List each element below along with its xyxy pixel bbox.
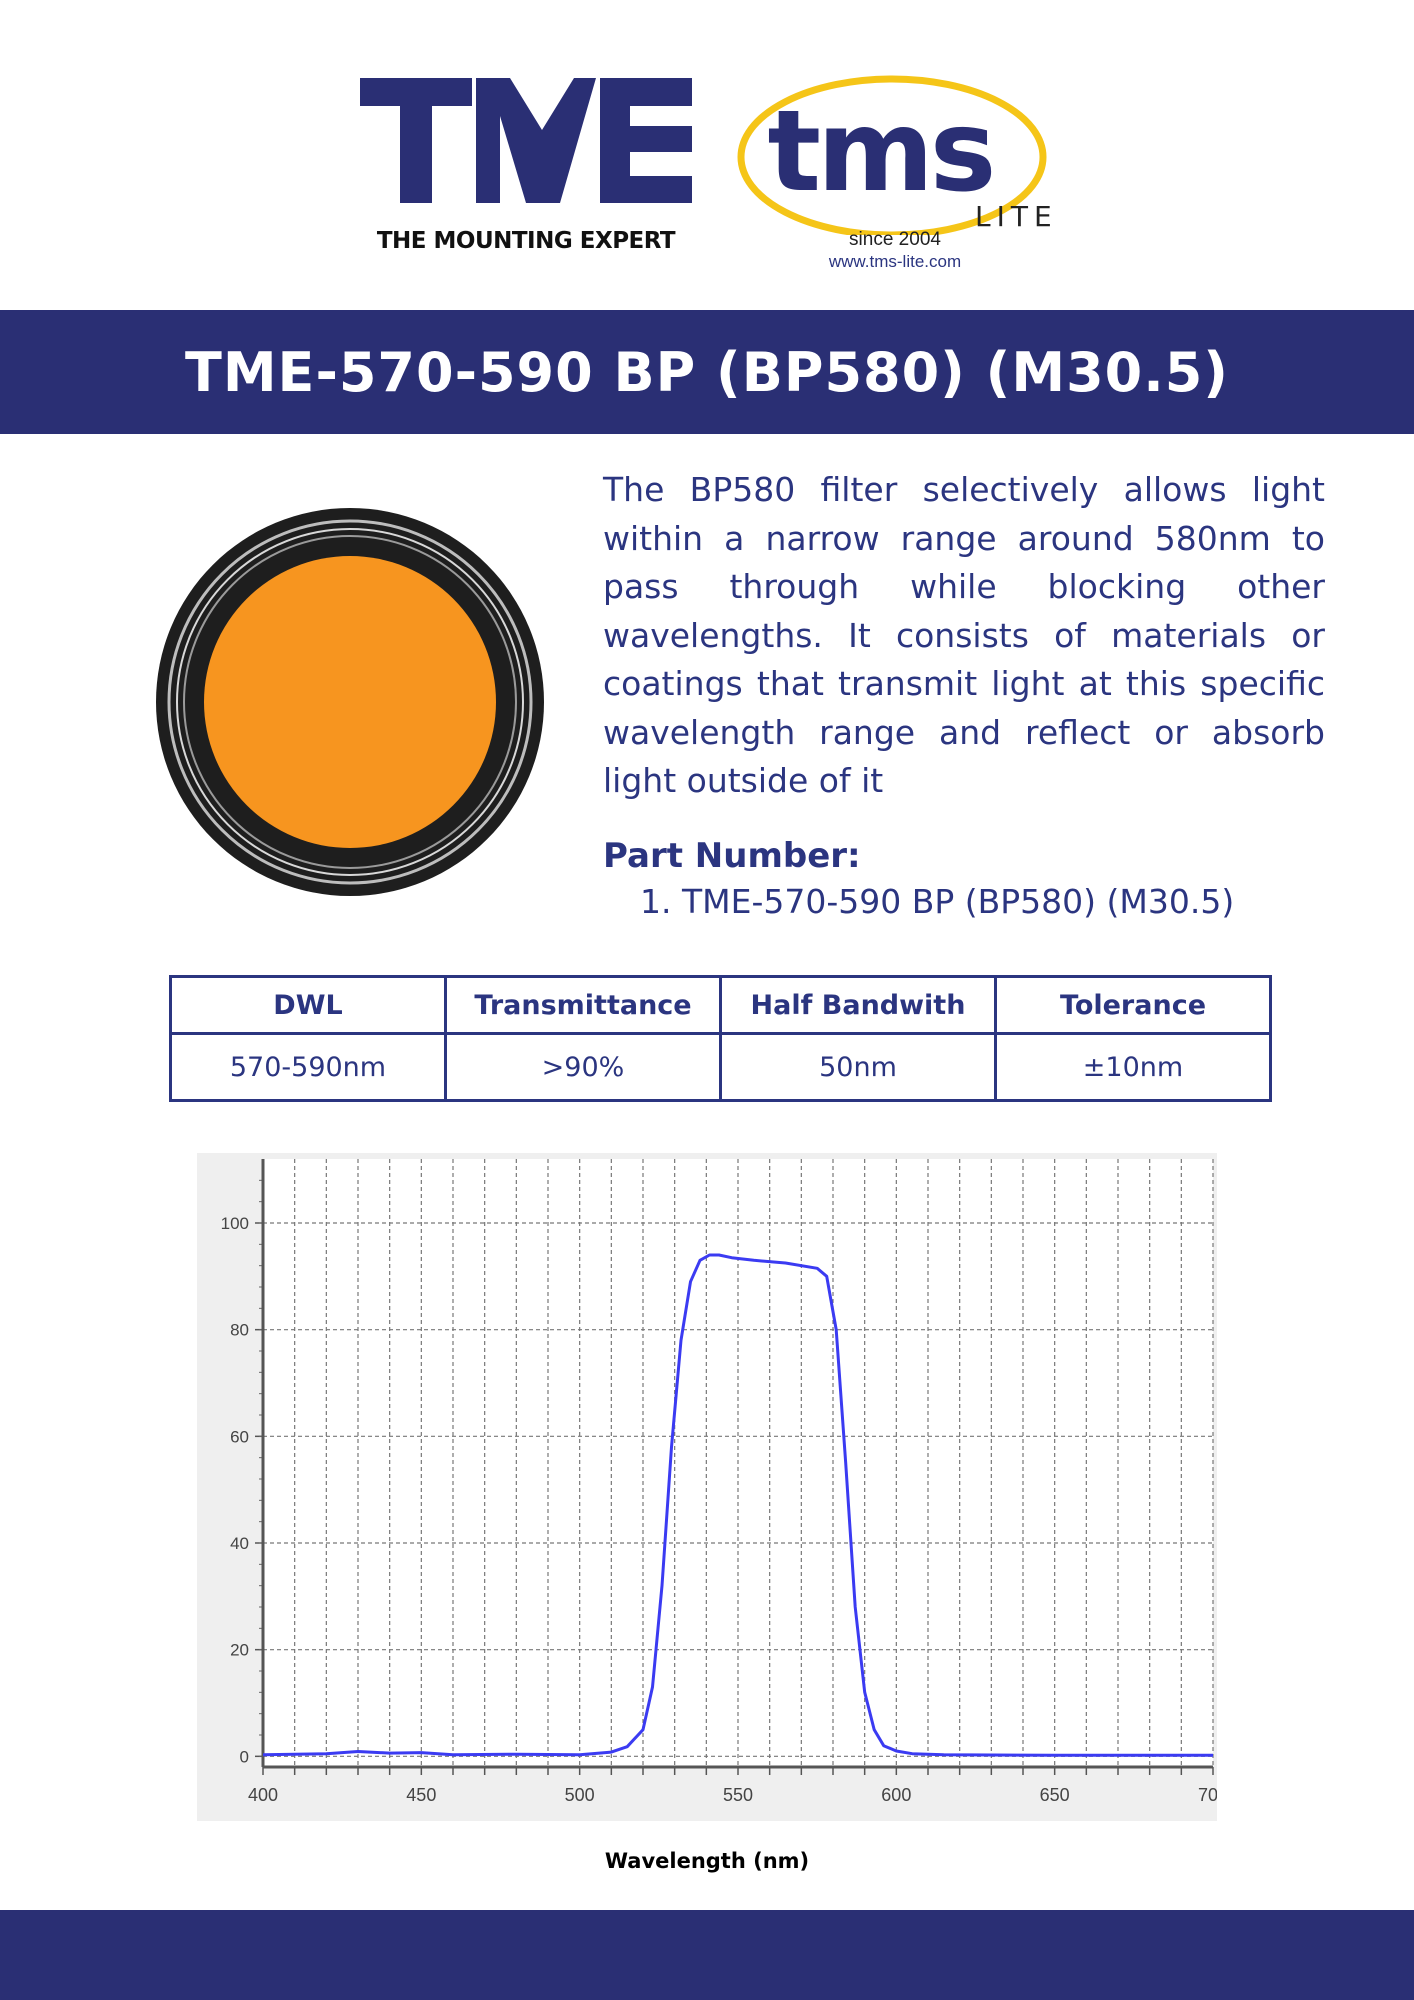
spec-header-tolerance: Tolerance <box>994 975 1272 1035</box>
x-tick-label: 500 <box>565 1785 595 1805</box>
spec-header-transmittance: Transmittance <box>444 975 722 1035</box>
x-tick-labels: 400 450 500 550 600 650 700 <box>248 1785 1217 1805</box>
spec-table: DWL Transmittance Half Bandwith Toleranc… <box>169 975 1272 1102</box>
tms-logo-text: tms <box>768 87 993 217</box>
transmission-chart: 0 20 40 60 80 100 400 450 500 550 600 650 700 <box>197 1153 1217 1821</box>
tms-url-text: www.tms-lite.com <box>828 252 962 271</box>
y-tick-labels: 0 20 40 60 80 100 <box>221 1214 249 1766</box>
y-tick-label: 20 <box>230 1641 249 1660</box>
x-tick-label: 650 <box>1040 1785 1070 1805</box>
y-tick-label: 0 <box>240 1747 249 1766</box>
x-tick-label: 550 <box>723 1785 753 1805</box>
series-group <box>262 1253 1213 1757</box>
tme-logo-caption: THE MOUNTING EXPERT <box>376 228 676 254</box>
product-description: The BP580 filter selectively allows ligh… <box>603 470 1325 800</box>
footer-band <box>0 1910 1414 2000</box>
part-number-heading: Part Number: <box>603 836 861 876</box>
x-tick-label: 450 <box>406 1785 436 1805</box>
spec-table-header-row: DWL Transmittance Half Bandwith Toleranc… <box>169 975 1272 1035</box>
x-axis-label: Wavelength (nm) <box>604 1849 810 1873</box>
y-tick-label: 60 <box>230 1427 249 1446</box>
title-band: TME-570-590 BP (BP580) (M30.5) <box>0 310 1414 434</box>
y-tick-label: 100 <box>221 1214 249 1233</box>
spec-header-dwl: DWL <box>169 975 447 1035</box>
spec-value-tolerance: ±10nm <box>994 1032 1272 1102</box>
x-tick-label: 400 <box>248 1785 278 1805</box>
part-number-item: 1. TME-570-590 BP (BP580) (M30.5) <box>640 882 1235 921</box>
tms-lite-logo: tms LITE <box>737 75 1058 235</box>
filter-product-image <box>156 508 544 896</box>
y-tick-label: 80 <box>230 1321 249 1340</box>
x-tick-label: 600 <box>881 1785 911 1805</box>
spec-table-row: 570-590nm >90% 50nm ±10nm <box>169 1032 1272 1102</box>
tms-logo-sub: LITE <box>975 200 1058 233</box>
tms-since-text: since 2004 <box>849 229 941 250</box>
spec-value-half-bandwidth: 50nm <box>719 1032 997 1102</box>
tme-logo <box>360 78 692 203</box>
part-number-list: 1. TME-570-590 BP (BP580) (M30.5) <box>640 882 1234 921</box>
spec-value-transmittance: >90% <box>444 1032 722 1102</box>
x-tick-label: 700 <box>1198 1785 1217 1805</box>
transmission-curve <box>262 1253 1213 1757</box>
y-tick-label: 40 <box>230 1534 249 1553</box>
spec-value-dwl: 570-590nm <box>169 1032 447 1102</box>
spec-header-half-bandwidth: Half Bandwith <box>719 975 997 1035</box>
page-title: TME-570-590 BP (BP580) (M30.5) <box>184 340 1229 404</box>
